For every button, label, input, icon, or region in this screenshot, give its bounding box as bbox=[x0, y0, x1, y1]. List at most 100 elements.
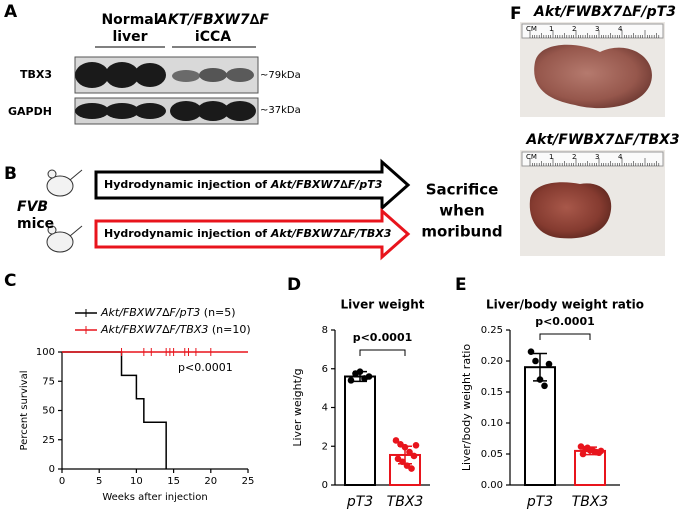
mouse-label: mice bbox=[17, 216, 54, 232]
x-tick-label: pT3 bbox=[346, 494, 373, 510]
header: AKT/FBXW7∆F bbox=[156, 12, 269, 28]
chart: C 0 25 50 75 100 0 5 10 15 20 25 Weeks after injecti… bbox=[4, 271, 254, 503]
y-tick-label: 6 bbox=[322, 364, 328, 375]
survival-line bbox=[62, 351, 167, 469]
marker: ~37kDa bbox=[260, 105, 301, 116]
bracket bbox=[539, 333, 591, 340]
data-point bbox=[347, 377, 355, 384]
arrow bbox=[94, 207, 411, 261]
y-tick-label: 0.05 bbox=[481, 449, 503, 460]
bracket bbox=[359, 349, 406, 356]
data-point bbox=[401, 443, 409, 451]
legend-name: Akt/FBXW7∆F/pT3 bbox=[100, 306, 200, 319]
data-point bbox=[410, 452, 418, 460]
data-point bbox=[399, 458, 406, 466]
y-axis-label: Liver/body weight ratio bbox=[460, 344, 473, 472]
panel-label: B bbox=[4, 164, 17, 184]
legend-entry: Akt/FBXW7∆F/pT3 (n=5) bbox=[100, 306, 236, 319]
data-point bbox=[527, 348, 535, 356]
y-tick-label: 0.10 bbox=[481, 418, 503, 429]
y-tick-label: 0.00 bbox=[481, 480, 503, 491]
data-point bbox=[532, 357, 539, 365]
data-point bbox=[392, 437, 400, 444]
x-tick-label: 20 bbox=[204, 476, 217, 487]
y-tick-label: 2 bbox=[322, 441, 328, 452]
x-tick-label: 10 bbox=[130, 476, 143, 487]
x-axis-label: Weeks after injection bbox=[102, 492, 207, 503]
legend-n: (n=10) bbox=[212, 323, 251, 336]
legend-name: Akt/FBXW7∆F/TBX3 bbox=[100, 323, 208, 336]
y-tick-label: 8 bbox=[322, 325, 328, 336]
ruler-label: 4 bbox=[618, 153, 623, 161]
bar bbox=[344, 375, 376, 486]
ruler bbox=[521, 151, 664, 167]
data-point bbox=[408, 465, 415, 472]
x-tick-label: 5 bbox=[96, 476, 102, 487]
arrow-label: Hydrodynamic injection of Akt/FBXW7∆F/TB… bbox=[104, 227, 392, 240]
y-tick-label: 4 bbox=[322, 403, 328, 414]
photo-title: Akt/FWBX7∆F/TBX3 bbox=[525, 132, 679, 148]
mouse-icon bbox=[46, 169, 83, 253]
bar bbox=[524, 366, 556, 487]
annotation: p<0.0001 bbox=[535, 315, 595, 328]
header: liver bbox=[112, 29, 147, 45]
y-tick-label: 100 bbox=[36, 347, 55, 358]
panel-label: E bbox=[455, 275, 467, 295]
ruler-label: 3 bbox=[595, 25, 599, 33]
ruler-label: 3 bbox=[595, 153, 599, 161]
arrow bbox=[94, 158, 411, 212]
y-tick-label: 0 bbox=[322, 480, 328, 491]
data-point bbox=[545, 360, 553, 368]
row-label: GAPDH bbox=[8, 105, 52, 118]
data-point bbox=[536, 376, 544, 383]
header: iCCA bbox=[195, 29, 231, 45]
ruler-label: CM bbox=[526, 25, 537, 33]
chart: E 0.00 0.05 0.10 0.15 0.20 0.25 Liver/body weig… bbox=[455, 275, 644, 510]
chart: D 0 2 4 6 8 Liver weight Liver weight/g pT3 TBX3 p… bbox=[287, 275, 430, 510]
y-tick-label: 25 bbox=[42, 435, 55, 446]
y-tick-label: 75 bbox=[42, 376, 55, 387]
chart-title: Liver/body weight ratio bbox=[486, 298, 644, 312]
annotation: p<0.0001 bbox=[178, 361, 233, 374]
y-tick-label: 50 bbox=[42, 406, 55, 417]
data-point bbox=[597, 447, 605, 455]
ruler bbox=[521, 23, 664, 39]
y-tick-label: 0.25 bbox=[481, 325, 503, 336]
header: Normal bbox=[101, 12, 158, 28]
panel-label: F bbox=[510, 4, 522, 24]
y-axis-label: Percent survival bbox=[19, 371, 30, 451]
outcome: moribund bbox=[421, 223, 502, 241]
panel-label: D bbox=[287, 275, 301, 295]
panel-label: C bbox=[4, 271, 16, 291]
liver bbox=[529, 182, 612, 239]
data-point bbox=[356, 368, 364, 375]
ruler-label: 1 bbox=[549, 25, 553, 33]
ruler-label: 4 bbox=[618, 25, 623, 33]
ruler-label: CM bbox=[526, 153, 537, 161]
panel-f: F Akt/FWBX7∆F/pT3 Akt/FWBX7∆F/TBX3 CM 1 2 3… bbox=[510, 4, 680, 256]
x-tick-label: 25 bbox=[242, 476, 255, 487]
x-tick-label: pT3 bbox=[526, 494, 553, 510]
photo-title: Akt/FWBX7∆F/pT3 bbox=[533, 4, 676, 20]
legend-entry: Akt/FBXW7∆F/TBX3 (n=10) bbox=[100, 323, 251, 336]
bands bbox=[75, 62, 256, 121]
mouse-label: FVB bbox=[17, 199, 48, 215]
bar bbox=[574, 449, 606, 486]
x-tick-label: TBX3 bbox=[387, 494, 424, 510]
ruler-label: 2 bbox=[572, 153, 576, 161]
data-point bbox=[579, 450, 587, 458]
data-point bbox=[412, 441, 420, 449]
panel-label: A bbox=[4, 2, 18, 22]
row-label: TBX3 bbox=[20, 68, 52, 81]
panel-a: A Normal liver AKT/FBXW7∆F iCCA TBX3 GAP… bbox=[4, 2, 301, 125]
outcome: Sacrifice bbox=[426, 181, 499, 199]
annotation: p<0.0001 bbox=[353, 331, 413, 344]
y-tick-label: 0.15 bbox=[481, 387, 503, 398]
data-point bbox=[365, 373, 373, 380]
legend-n: (n=5) bbox=[204, 306, 236, 319]
marker: ~79kDa bbox=[260, 70, 301, 81]
outcome: when bbox=[439, 202, 484, 220]
x-tick-label: 0 bbox=[59, 476, 65, 487]
panel-b: B FVB mice Hydrodynamic injection of Akt… bbox=[4, 158, 503, 261]
